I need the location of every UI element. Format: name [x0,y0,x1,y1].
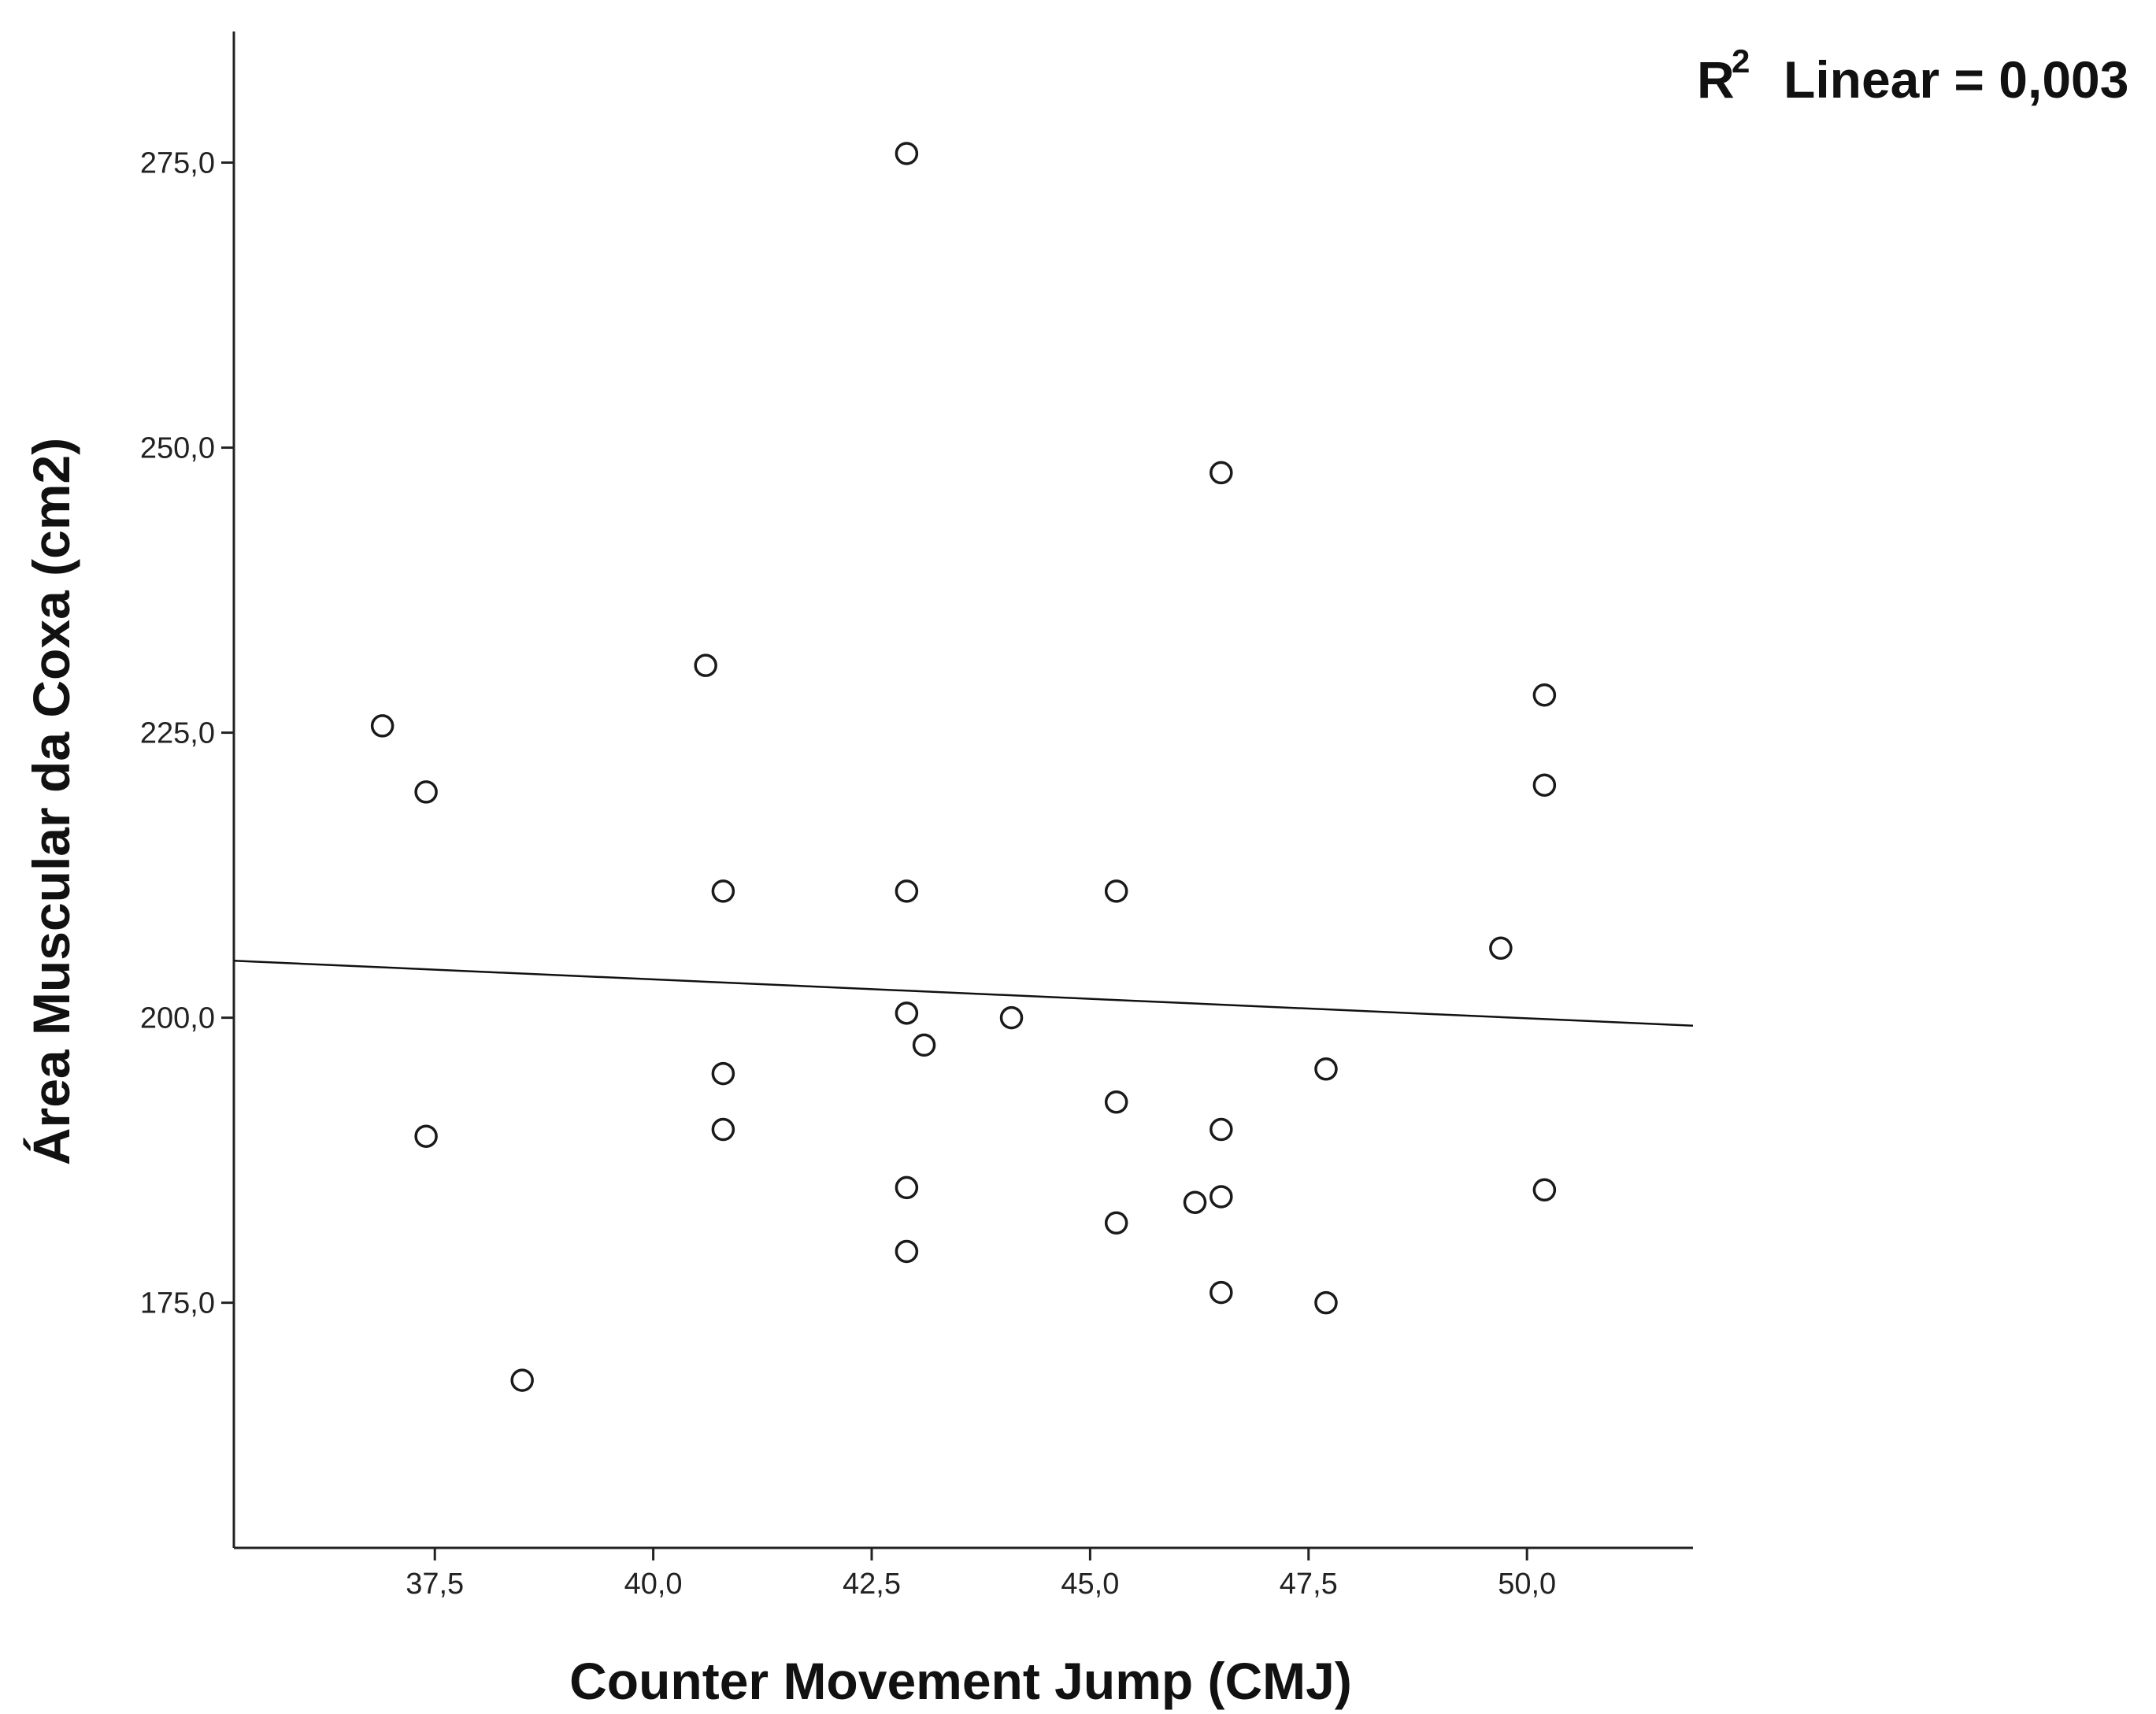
fit-line-layer [233,959,1694,1027]
data-point [1210,461,1233,485]
data-point [912,1033,936,1057]
data-point [711,1117,735,1142]
y-tick-label: 200,0 [140,1002,215,1035]
data-point [510,1368,534,1392]
y-tick-label: 225,0 [140,717,215,750]
data-point [1183,1190,1207,1214]
y-axis-title: Área Muscular da Coxa (cm2) [22,438,80,1165]
r-squared-prefix: R [1697,50,1735,109]
data-point [1210,1280,1233,1305]
y-tick-label: 175,0 [140,1287,215,1320]
r-squared-value: Linear = 0,003 [1784,50,2128,109]
r-squared-annotation: R 2 Linear = 0,003 [1697,43,2128,109]
data-point [1314,1057,1338,1081]
data-point [895,1175,919,1200]
data-point [895,1239,919,1264]
y-tick-label: 275,0 [140,147,215,180]
data-point [1104,1090,1128,1114]
data-point [895,879,919,903]
data-point [1210,1117,1233,1142]
data-point [1210,1185,1233,1209]
axes: 37,5 40,0 42,5 45,0 47,5 50,0 175,0 200,0 225,0 2… [140,31,1693,1601]
r-squared-superscript: 2 [1732,43,1750,80]
data-point [999,1005,1024,1030]
data-points [370,142,1557,1392]
data-point [895,142,919,165]
data-point [414,1124,438,1148]
x-tick-label: 50,0 [1498,1568,1556,1601]
data-point [694,653,717,677]
data-point [414,780,438,804]
data-point [370,714,395,738]
data-point [1104,879,1128,903]
x-tick-label: 37,5 [406,1568,464,1601]
y-tick-label: 250,0 [140,432,215,465]
data-point [711,879,735,903]
data-point [1532,683,1557,707]
data-point [895,1001,919,1025]
x-tick-label: 40,0 [624,1568,683,1601]
x-tick-label: 42,5 [843,1568,901,1601]
data-point [1532,773,1557,797]
x-tick-label: 47,5 [1280,1568,1338,1601]
fit-line [233,959,1694,1027]
data-point [1314,1290,1338,1315]
data-point [1104,1211,1128,1235]
data-point [1532,1178,1557,1202]
data-point [711,1061,735,1086]
x-tick-label: 45,0 [1061,1568,1119,1601]
data-point [1489,936,1513,961]
x-axis-title: Counter Movement Jump (CMJ) [569,1652,1352,1710]
